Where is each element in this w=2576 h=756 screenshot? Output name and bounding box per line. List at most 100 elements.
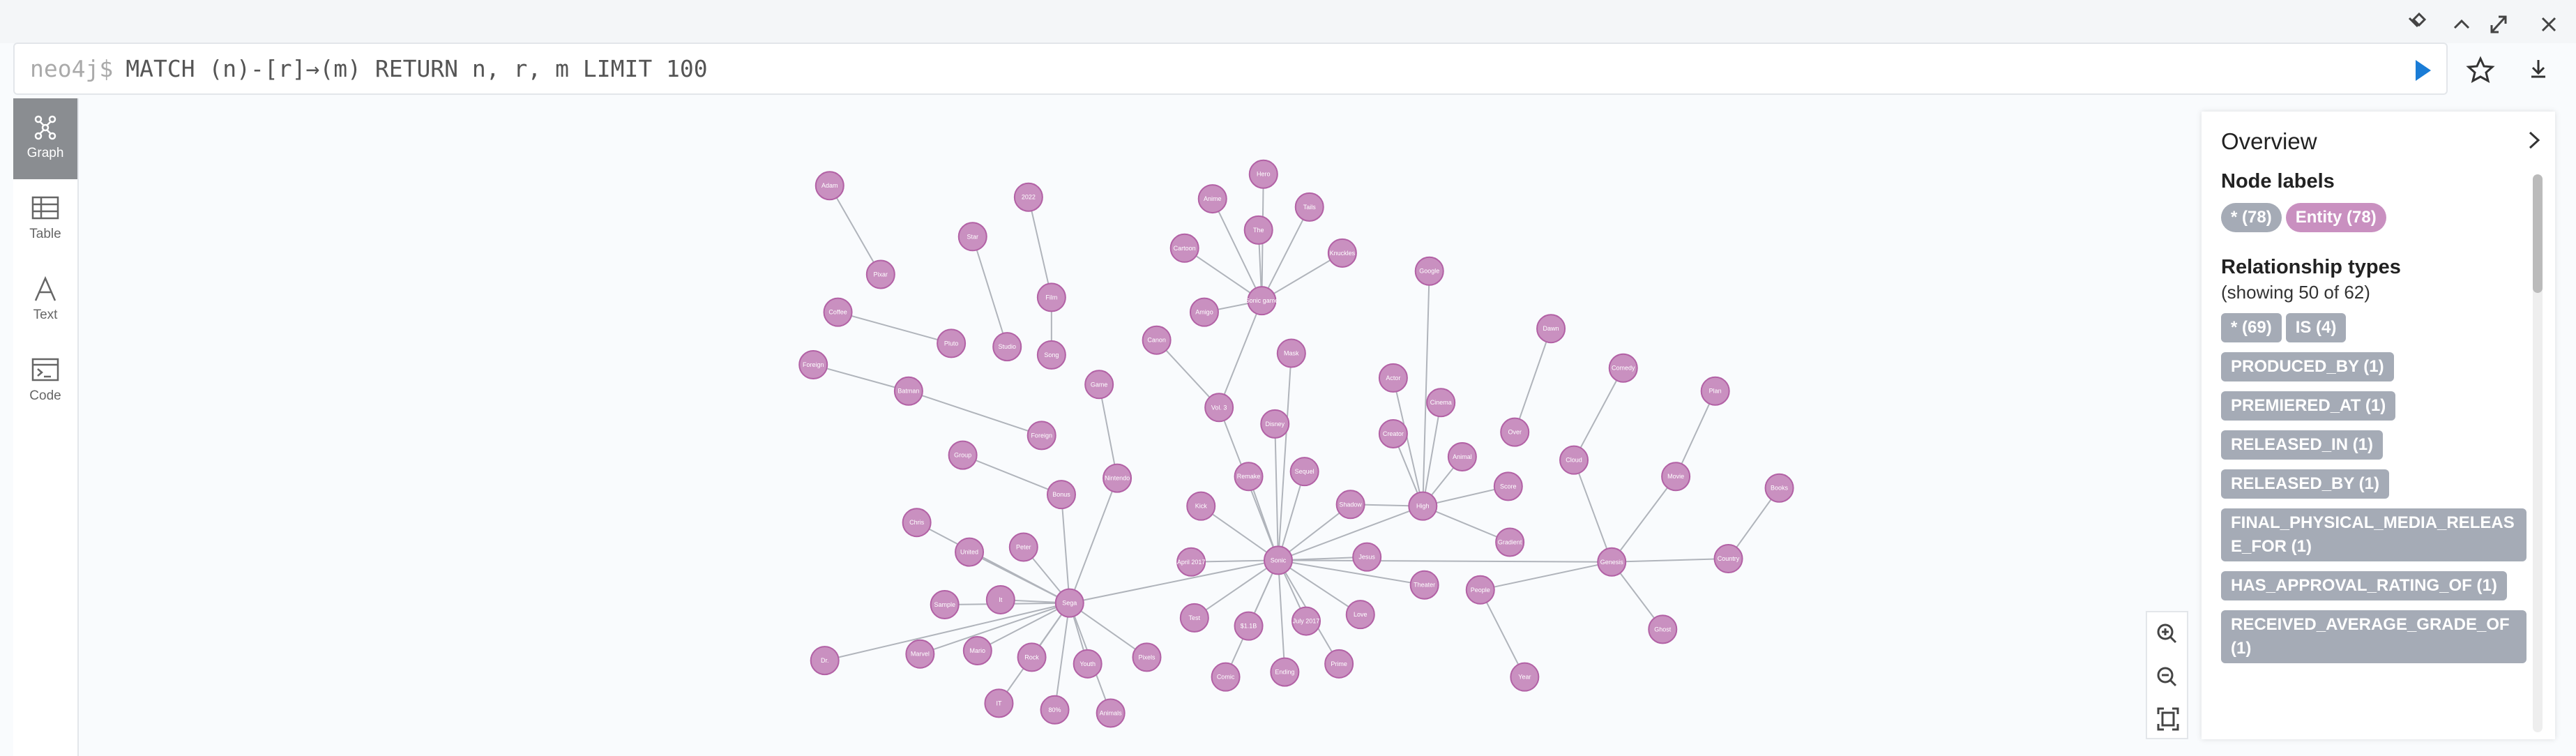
node[interactable] — [957, 222, 987, 252]
node[interactable] — [1008, 532, 1038, 562]
pin-icon[interactable] — [2408, 12, 2427, 28]
node[interactable] — [865, 259, 895, 289]
view-tab[interactable]: Text — [13, 260, 77, 341]
node[interactable] — [955, 537, 985, 567]
node[interactable] — [1197, 184, 1227, 214]
relationship-chip[interactable]: FINAL_PHYSICAL_MEDIA_RELEASE_FOR (1) — [2221, 508, 2526, 561]
node[interactable] — [1036, 340, 1066, 370]
node[interactable] — [948, 440, 978, 470]
node[interactable] — [1142, 325, 1172, 355]
node[interactable] — [1294, 192, 1324, 222]
node[interactable] — [1597, 547, 1627, 577]
node[interactable] — [1096, 698, 1126, 728]
relationship-chip[interactable]: HAS_APPROVAL_RATING_OF (1) — [2221, 571, 2507, 600]
node[interactable] — [1186, 491, 1216, 521]
node[interactable] — [1426, 388, 1456, 418]
node[interactable] — [1536, 314, 1566, 344]
node[interactable] — [1026, 421, 1056, 451]
node[interactable] — [1510, 662, 1540, 692]
node[interactable] — [1169, 233, 1199, 263]
relationship-chip[interactable]: RELEASED_BY (1) — [2221, 469, 2389, 499]
node[interactable] — [1465, 575, 1495, 605]
node[interactable] — [1247, 286, 1277, 316]
node[interactable] — [1378, 363, 1408, 393]
node[interactable] — [1132, 642, 1162, 672]
node[interactable] — [1234, 462, 1264, 492]
node[interactable] — [1327, 238, 1357, 268]
node[interactable] — [1495, 527, 1525, 557]
node[interactable] — [1500, 417, 1530, 447]
node[interactable] — [1409, 570, 1439, 600]
node[interactable] — [798, 350, 828, 380]
node[interactable] — [1352, 542, 1382, 572]
node[interactable] — [1335, 490, 1365, 520]
node[interactable] — [1036, 282, 1066, 312]
node[interactable] — [1608, 353, 1638, 383]
node[interactable] — [1260, 409, 1290, 439]
node[interactable] — [1345, 600, 1375, 630]
node[interactable] — [1046, 480, 1076, 510]
node[interactable] — [1103, 463, 1132, 493]
node[interactable] — [937, 328, 967, 358]
node[interactable] — [992, 332, 1022, 362]
run-button[interactable] — [2416, 60, 2431, 81]
node[interactable] — [1189, 297, 1219, 327]
node[interactable] — [902, 508, 932, 538]
node[interactable] — [985, 584, 1015, 614]
node[interactable] — [1493, 471, 1523, 501]
node[interactable] — [1017, 642, 1047, 672]
node[interactable] — [1234, 611, 1264, 641]
relationship-chip[interactable]: RELEASED_IN (1) — [2221, 430, 2384, 460]
favorite-button[interactable] — [2466, 56, 2495, 83]
query-editor[interactable]: neo4j$ MATCH (n)-[r]→(m) RETURN n, r, m L… — [13, 43, 2448, 95]
fit[interactable] — [2157, 707, 2179, 731]
node[interactable] — [1211, 662, 1241, 692]
node-label-chip[interactable]: * (78) — [2221, 203, 2282, 232]
node[interactable] — [1414, 256, 1444, 286]
close-icon[interactable] — [2541, 17, 2556, 32]
node[interactable] — [1324, 649, 1354, 679]
node[interactable] — [1073, 649, 1103, 679]
expand-icon[interactable] — [2490, 15, 2507, 33]
node[interactable] — [1084, 370, 1114, 400]
relationship-chip[interactable]: IS (4) — [2285, 313, 2347, 342]
relationship-chip[interactable]: PREMIERED_AT (1) — [2221, 391, 2396, 421]
view-tab[interactable]: Graph — [13, 98, 77, 179]
node[interactable] — [962, 635, 992, 665]
zoom-out[interactable] — [2157, 667, 2177, 687]
node[interactable] — [1179, 603, 1209, 633]
node[interactable] — [1764, 473, 1794, 503]
node-label-chip[interactable]: Entity (78) — [2285, 203, 2386, 232]
node[interactable] — [1289, 457, 1319, 487]
collapse-icon[interactable] — [2453, 19, 2470, 29]
node[interactable] — [1378, 418, 1408, 448]
relationship-chip[interactable]: PRODUCED_BY (1) — [2221, 352, 2394, 381]
collapse-panel[interactable] — [2526, 130, 2543, 151]
node[interactable] — [1648, 614, 1678, 644]
node[interactable] — [810, 646, 840, 676]
node[interactable] — [1204, 393, 1234, 423]
node[interactable] — [1013, 182, 1043, 212]
node[interactable] — [1263, 545, 1293, 575]
view-tab[interactable]: Code — [13, 341, 77, 422]
node[interactable] — [984, 688, 1014, 718]
download-button[interactable] — [2531, 60, 2545, 78]
node[interactable] — [1040, 695, 1070, 725]
relationship-chip[interactable]: RECEIVED_AVERAGE_GRADE_OF (1) — [2221, 610, 2526, 663]
node[interactable] — [1559, 445, 1589, 475]
zoom-in[interactable] — [2157, 623, 2177, 644]
node[interactable] — [1661, 462, 1691, 492]
node[interactable] — [1276, 338, 1306, 368]
node[interactable] — [893, 376, 923, 406]
node[interactable] — [1700, 376, 1730, 406]
node[interactable] — [1270, 657, 1300, 687]
node[interactable] — [1054, 588, 1084, 618]
node[interactable] — [1243, 215, 1273, 245]
view-tab[interactable]: Table — [13, 179, 77, 260]
relationship-chip[interactable]: * (69) — [2221, 313, 2282, 342]
node[interactable] — [815, 171, 844, 201]
node[interactable] — [930, 590, 960, 620]
node[interactable] — [905, 639, 935, 669]
node[interactable] — [1408, 491, 1438, 521]
node[interactable] — [823, 297, 853, 327]
